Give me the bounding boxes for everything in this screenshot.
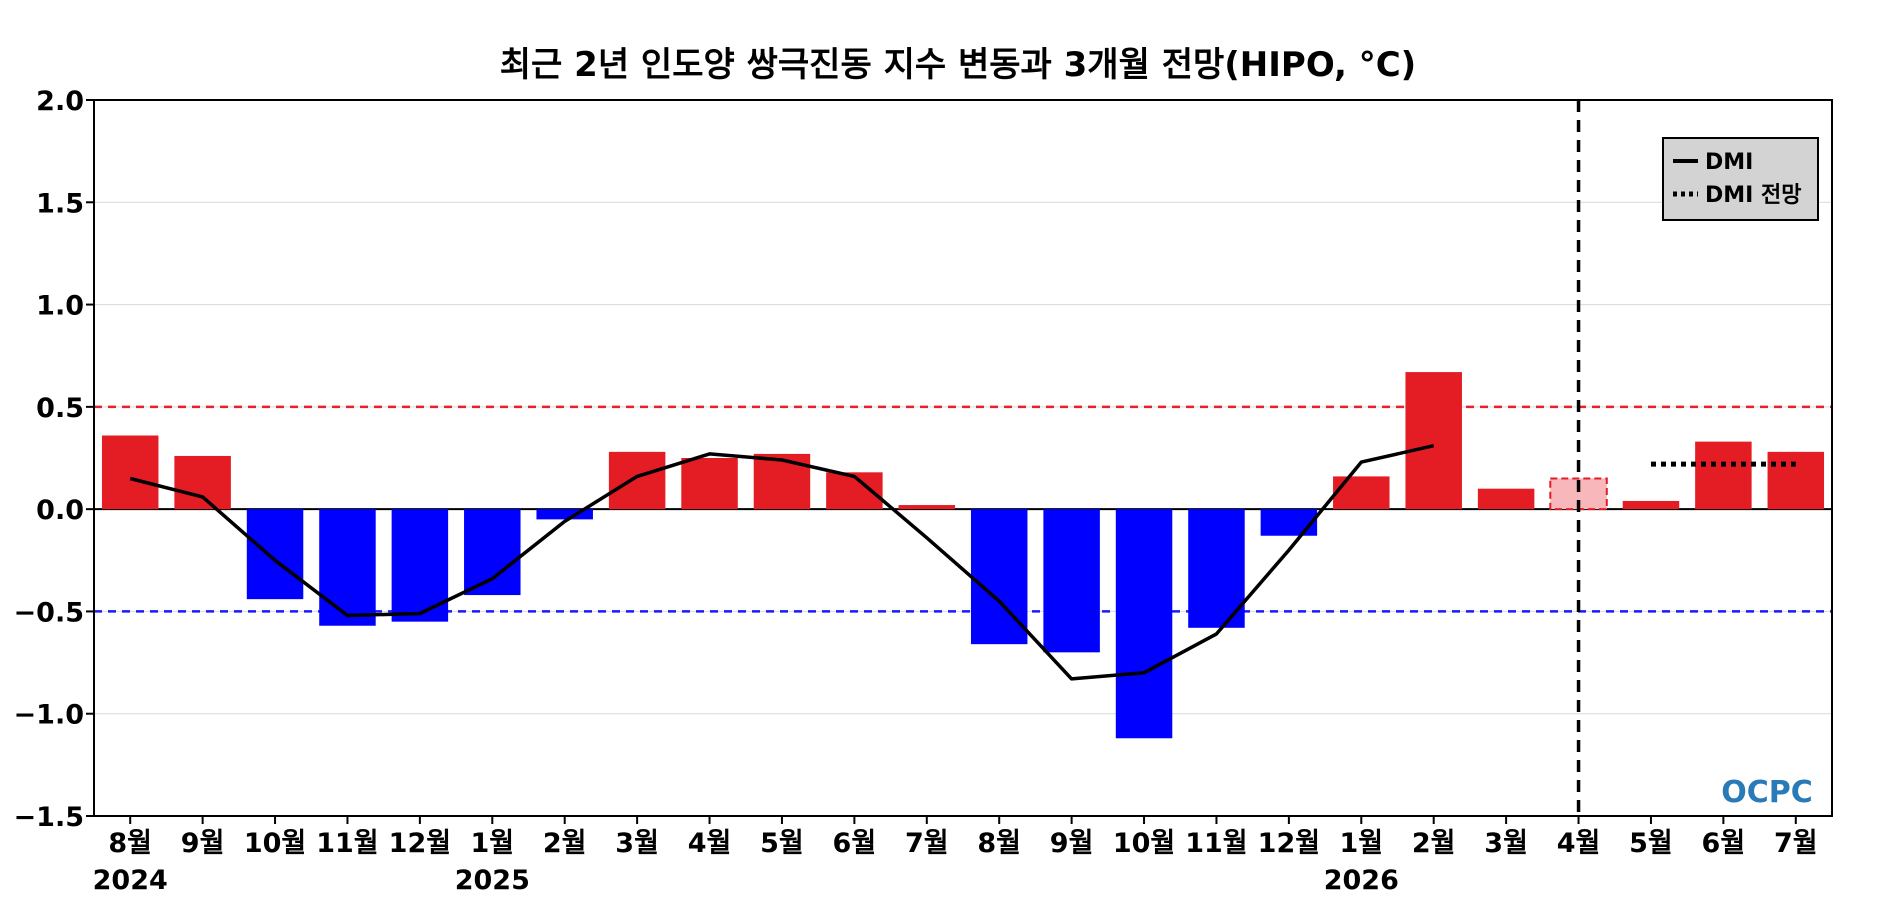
bars [101,372,1825,739]
x-tick-label: 1월 [470,828,514,859]
dmi-line [129,443,1435,681]
x-tick-label: 10월 [244,828,306,859]
bar [246,509,304,600]
bar [464,509,521,596]
x-tick-label: 4월 [1557,828,1601,859]
x-tick-label: 6월 [1702,828,1746,859]
x-tick-label: 3월 [615,828,659,859]
year-label: 2024 [93,865,168,896]
bar [1333,476,1390,510]
y-axis-ticks: 2.0 1.5 1.0 0.5 0.0 −0.5 −1.0 −1.5 [14,86,94,833]
year-label: 2025 [455,865,530,896]
x-tick-label: 2월 [1412,828,1456,859]
x-tick-label: 9월 [181,828,225,859]
bar [1043,509,1100,653]
x-tick-label: 12월 [1258,828,1320,859]
x-tick-label: 5월 [760,828,804,859]
x-tick-label: 10월 [1113,828,1175,859]
bar [1477,488,1535,510]
x-tick-label: 4월 [688,828,732,859]
legend-dmi-forecast-label: DMI 전망 [1705,183,1801,208]
chart-title: 최근 2년 인도양 쌍극진동 지수 변동과 3개월 전망(HIPO, °C) [500,45,1416,85]
x-tick-label: 9월 [1050,828,1094,859]
y-tick-label: 1.0 [36,291,84,322]
y-tick-label: −1.0 [14,700,84,731]
ocpc-logo: OCPC [1721,775,1813,810]
ocpc-logo-text: OCPC [1721,775,1813,810]
x-tick-label: 12월 [389,828,451,859]
series-lines [129,443,1796,681]
x-tick-label: 7월 [905,828,949,859]
legend: DMI DMI 전망 [1662,137,1819,221]
bar [753,453,811,510]
x-axis-ticks: 8월 9월 10월 11월 12월 1월 2월 3월 4월 5월 6월 7월 8월 9월 10월 11월 12월… [93,816,1818,896]
x-tick-label: 11월 [316,828,378,859]
bar [1115,509,1173,739]
bar [898,505,956,510]
bar [1405,372,1462,510]
year-label: 2026 [1324,865,1399,896]
bar [608,451,666,510]
bar [1260,509,1318,536]
y-tick-label: −1.5 [14,802,84,833]
x-tick-label: 7월 [1774,828,1818,859]
x-tick-label: 8월 [977,828,1021,859]
grid-lines [94,201,1832,715]
y-tick-label: 2.0 [36,86,84,117]
bar [1622,500,1680,510]
x-tick-label: 5월 [1629,828,1673,859]
threshold-lines [94,405,1832,613]
bar [319,509,376,626]
bar [1188,509,1245,628]
plot-frame [93,99,1833,817]
bar [1767,451,1825,510]
y-tick-label: −0.5 [14,597,84,628]
bar [1695,441,1752,510]
x-tick-label: 11월 [1185,828,1247,859]
bar [681,458,738,510]
y-tick-label: 0.5 [36,393,84,424]
x-tick-label: 3월 [1484,828,1528,859]
x-tick-label: 6월 [833,828,877,859]
x-tick-label: 8월 [108,828,152,859]
bar [174,455,231,510]
bar [536,509,593,520]
y-tick-label: 0.0 [36,495,84,526]
legend-dmi-label: DMI [1705,150,1753,175]
x-tick-label: 1월 [1339,828,1383,859]
bar [101,435,159,510]
x-tick-label: 2월 [543,828,587,859]
y-tick-label: 1.5 [36,188,84,219]
legend-box [1662,137,1819,221]
